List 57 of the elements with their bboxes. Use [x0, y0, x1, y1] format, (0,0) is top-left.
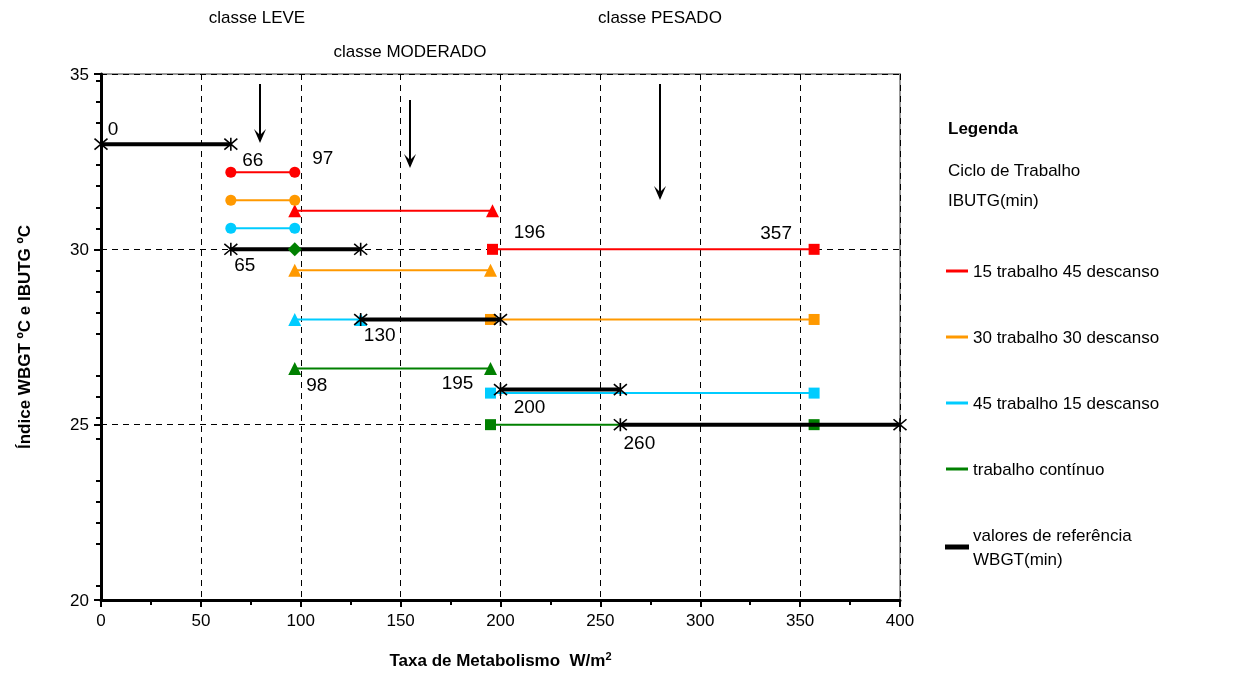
point	[613, 417, 628, 432]
annotation: 98	[306, 374, 328, 396]
point	[287, 242, 302, 257]
annotation: 0	[107, 117, 119, 139]
x-tick-label: 250	[586, 611, 615, 630]
x-tick-label: 0	[96, 611, 106, 630]
point	[493, 382, 508, 397]
y-tick-label: 20	[70, 590, 89, 610]
point	[225, 222, 237, 234]
y-tick-label: 30	[70, 239, 89, 259]
x-tick-label: 150	[386, 611, 415, 630]
annotation: 357	[760, 221, 792, 243]
annotation: 200	[513, 396, 546, 418]
annotation: 196	[513, 220, 546, 242]
annotation: 130	[363, 323, 396, 345]
point	[808, 387, 820, 399]
annotation: 260	[623, 432, 656, 454]
point	[225, 194, 237, 206]
x-tick-label: 300	[686, 611, 715, 630]
point	[892, 417, 908, 432]
annotation: 97	[312, 146, 334, 168]
x-tick-label: 50	[191, 611, 211, 630]
x-tick-label: 200	[486, 611, 515, 630]
point	[223, 136, 239, 152]
legend-label: 15 trabalho 45 descanso	[973, 261, 1160, 281]
text: classe LEVE	[208, 8, 306, 28]
text: classe PESADO	[598, 8, 722, 28]
point	[485, 419, 497, 431]
annotation: 195	[441, 372, 474, 394]
x-tick-label: 350	[785, 611, 815, 630]
legend-label: trabalho contínuo	[973, 459, 1105, 479]
point	[613, 382, 628, 397]
point	[487, 243, 499, 255]
point	[485, 387, 497, 399]
legend-label: 45 trabalho 15 descanso	[973, 393, 1160, 413]
point	[808, 313, 820, 325]
y-axis-title: Índice WBGT ºC e IBUTG ºC	[15, 225, 34, 449]
point	[493, 312, 508, 327]
annotation: 65	[234, 253, 256, 275]
point	[289, 222, 301, 234]
x-tick-label: 400	[885, 611, 915, 630]
legend-label: 30 trabalho 30 descanso	[973, 327, 1160, 347]
x-tick-label: 100	[286, 611, 315, 630]
point	[808, 243, 820, 255]
text: classe MODERADO	[333, 42, 487, 62]
point	[289, 166, 301, 178]
point	[225, 166, 237, 178]
point	[223, 242, 239, 257]
point	[289, 194, 301, 206]
legend-title: Legenda	[948, 119, 1019, 138]
text: Ciclo de Trabalho IBUTG(min)	[948, 160, 1082, 212]
annotation: 66	[242, 148, 264, 170]
point	[93, 136, 109, 152]
y-tick-label: 35	[70, 64, 89, 84]
y-tick-label: 25	[70, 415, 89, 435]
legend-label: valores de referência WBGT(min)	[973, 525, 1137, 569]
point	[353, 242, 368, 257]
